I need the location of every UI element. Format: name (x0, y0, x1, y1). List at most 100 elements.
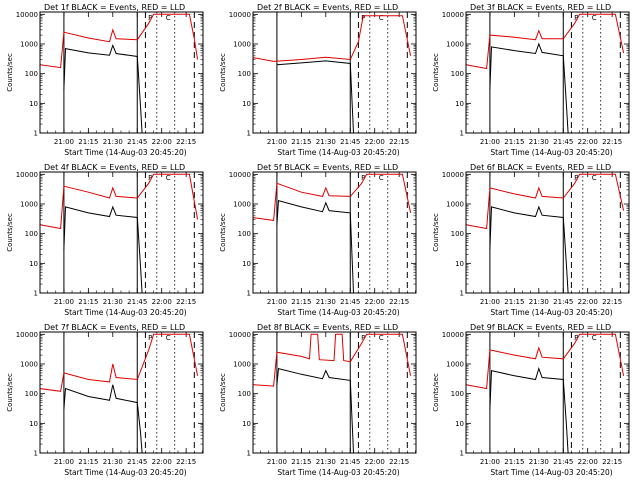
x-tick-label: 21:30 (529, 458, 549, 466)
x-tick-label: 21:00 (267, 458, 287, 466)
y-tick-label: 1 (460, 130, 464, 138)
y-tick-label: 10 (242, 100, 251, 108)
marker-label-p: P (574, 14, 578, 22)
panel-title: Det 1f BLACK = Events, RED = LLD (44, 3, 185, 12)
panel-title: Det 5f BLACK = Events, RED = LLD (257, 163, 398, 172)
x-tick-label: 21:30 (103, 298, 123, 306)
plot-frame (252, 11, 417, 134)
x-tick-label: 21:00 (54, 458, 74, 466)
x-axis-label: Start Time (14-Aug-03 20:45:20) (277, 308, 399, 317)
y-tick-label: 100 (451, 70, 464, 78)
x-tick-label: 21:45 (340, 298, 360, 306)
panel-det-5: Det 5f BLACK = Events, RED = LLD Counts/s… (219, 163, 417, 317)
plot-frame (39, 171, 204, 294)
x-tick-label: 22:15 (176, 138, 196, 146)
y-tick-label: 1 (247, 290, 251, 298)
panel-det-6: Det 6f BLACK = Events, RED = LLD Counts/s… (432, 163, 630, 317)
y-tick-label: 10000 (16, 11, 38, 19)
series-events-line (63, 43, 143, 133)
y-tick-label: 100 (238, 390, 251, 398)
x-tick-label: 22:00 (152, 298, 172, 306)
x-tick-label: 21:30 (316, 298, 336, 306)
x-tick-label: 21:15 (78, 138, 98, 146)
marker-label-p: P (361, 174, 365, 182)
y-tick-label: 1 (247, 450, 251, 458)
x-tick-label: 21:15 (291, 458, 311, 466)
panel-det-3: Det 3f BLACK = Events, RED = LLD Counts/s… (432, 3, 630, 157)
series-events-line (276, 199, 354, 293)
x-tick-label: 21:15 (504, 298, 524, 306)
panel-det-1: Det 1f BLACK = Events, RED = LLD Counts/s… (6, 3, 204, 157)
marker-label-c: C (592, 14, 597, 22)
y-tick-label: 1000 (446, 201, 464, 209)
y-tick-label: 100 (238, 70, 251, 78)
y-axis-label: Counts/sec (219, 53, 227, 92)
y-tick-label: 100 (451, 390, 464, 398)
x-tick-label: 22:00 (578, 298, 598, 306)
x-tick-label: 21:00 (54, 138, 74, 146)
panel-det-7: Det 7f BLACK = Events, RED = LLD Counts/s… (6, 323, 204, 477)
x-tick-label: 22:15 (389, 458, 409, 466)
marker-label-c: C (379, 334, 384, 342)
x-tick-label: 21:45 (127, 138, 147, 146)
y-tick-label: 10 (242, 420, 251, 428)
x-tick-label: 21:30 (103, 138, 123, 146)
series-events-line (276, 60, 354, 133)
y-tick-label: 10 (455, 420, 464, 428)
y-tick-label: 1000 (20, 201, 38, 209)
x-tick-label: 22:15 (176, 458, 196, 466)
marker-label-p: P (148, 14, 152, 22)
series-lld-line (40, 13, 199, 69)
y-tick-label: 10 (29, 260, 38, 268)
y-axis-label: Counts/sec (6, 53, 14, 92)
marker-label-c: C (166, 334, 171, 342)
x-tick-label: 21:45 (553, 298, 573, 306)
x-tick-label: 21:15 (291, 298, 311, 306)
y-axis-label: Counts/sec (6, 373, 14, 412)
y-tick-label: 1000 (233, 41, 251, 49)
x-tick-label: 22:00 (152, 138, 172, 146)
x-tick-label: 22:00 (152, 458, 172, 466)
y-tick-label: 1 (460, 290, 464, 298)
marker-label-c: C (166, 14, 171, 22)
panel-title: Det 7f BLACK = Events, RED = LLD (44, 323, 185, 332)
x-tick-label: 21:45 (340, 138, 360, 146)
y-tick-label: 10000 (442, 11, 464, 19)
plot-frame (252, 331, 417, 454)
y-tick-label: 1000 (20, 361, 38, 369)
y-tick-label: 10 (242, 260, 251, 268)
y-tick-label: 10 (29, 420, 38, 428)
y-axis-label: Counts/sec (6, 213, 14, 252)
plot-frame (39, 11, 204, 134)
series-lld-line (40, 333, 199, 392)
y-tick-label: 10 (455, 100, 464, 108)
series-events-line (63, 205, 143, 293)
x-tick-label: 21:45 (553, 138, 573, 146)
y-tick-label: 10000 (229, 171, 251, 179)
x-tick-label: 21:15 (504, 458, 524, 466)
series-lld-line (253, 15, 412, 62)
y-tick-label: 10000 (442, 171, 464, 179)
plot-frame (39, 331, 204, 454)
panel-det-4: Det 4f BLACK = Events, RED = LLD Counts/s… (6, 163, 204, 317)
marker-label-p: P (148, 334, 152, 342)
marker-label-c: C (592, 174, 597, 182)
y-tick-label: 1000 (20, 41, 38, 49)
y-axis-label: Counts/sec (432, 213, 440, 252)
panel-title: Det 3f BLACK = Events, RED = LLD (470, 3, 611, 12)
x-tick-label: 22:15 (602, 138, 622, 146)
x-tick-label: 21:15 (291, 138, 311, 146)
x-tick-label: 21:00 (480, 298, 500, 306)
x-tick-label: 21:30 (316, 138, 336, 146)
series-events-line (276, 367, 354, 453)
x-axis-label: Start Time (14-Aug-03 20:45:20) (277, 148, 399, 157)
y-tick-label: 10000 (229, 331, 251, 339)
y-tick-label: 10000 (442, 331, 464, 339)
y-tick-label: 1 (34, 130, 38, 138)
y-axis-label: Counts/sec (219, 213, 227, 252)
series-lld-line (466, 13, 625, 70)
series-lld-line (466, 333, 625, 390)
x-axis-label: Start Time (14-Aug-03 20:45:20) (490, 308, 612, 317)
marker-label-p: P (148, 174, 152, 182)
y-tick-label: 10000 (16, 331, 38, 339)
